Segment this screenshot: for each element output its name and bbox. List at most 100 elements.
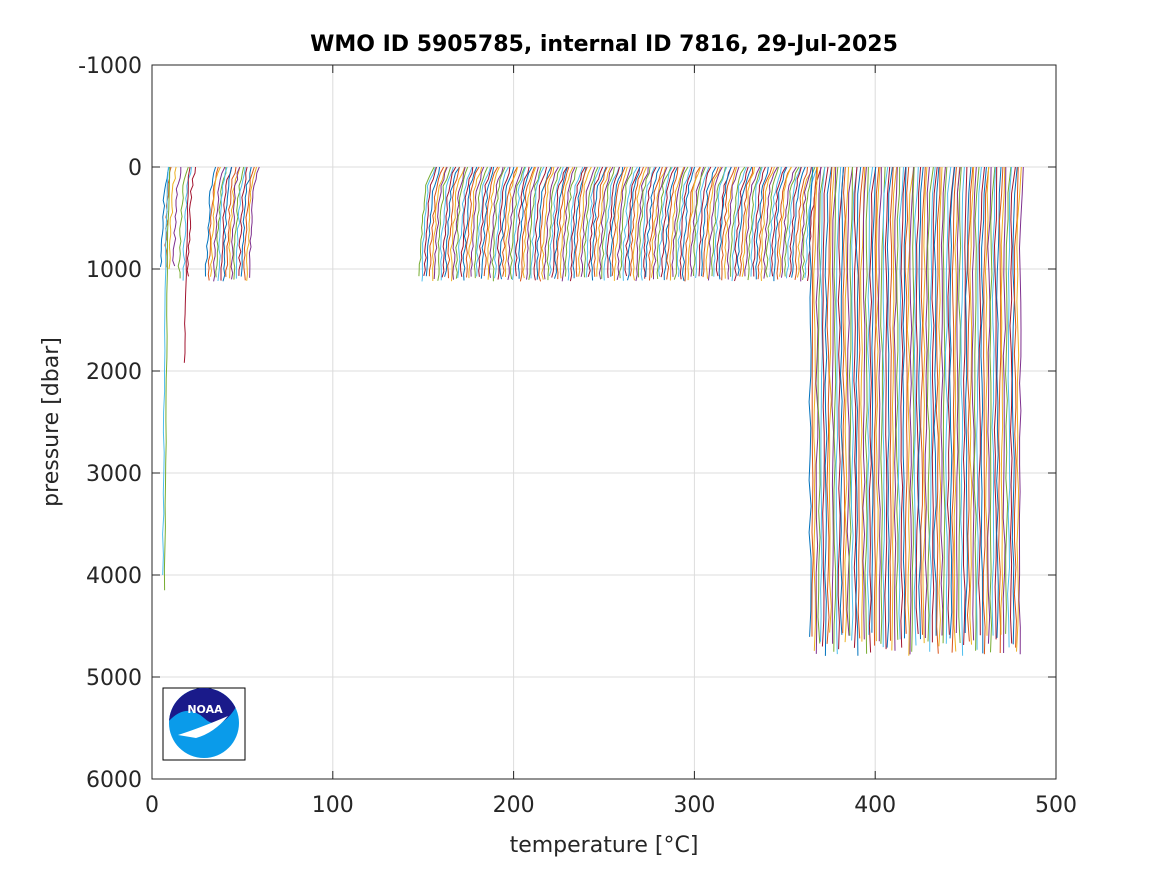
profile-line <box>421 166 436 282</box>
profile-line <box>578 166 592 277</box>
profile-line <box>842 166 846 634</box>
profile-line <box>210 166 221 277</box>
profile-line <box>1018 166 1024 655</box>
profile-line <box>230 166 241 280</box>
profile-line <box>225 166 237 277</box>
profile-line <box>575 166 588 277</box>
profile-line <box>437 166 452 281</box>
profile-lines <box>159 166 1024 656</box>
profile-line <box>213 166 226 282</box>
x-tick-label: 300 <box>673 793 715 818</box>
profile-line <box>755 166 769 280</box>
profile-line <box>960 166 965 656</box>
profile-line <box>837 166 844 650</box>
profile-line <box>177 166 189 279</box>
profile-line <box>788 166 802 278</box>
profile-line <box>989 166 996 653</box>
profile-line <box>501 166 518 277</box>
logo-gull <box>178 716 228 738</box>
profile-line <box>204 166 217 277</box>
profile-line <box>182 166 192 281</box>
x-tick-label: 0 <box>145 793 159 818</box>
profile-line <box>844 166 849 643</box>
profile-line <box>449 166 466 282</box>
profile-line <box>801 166 816 281</box>
profile-line <box>583 166 599 278</box>
profile-line <box>964 166 972 634</box>
profile-line <box>465 166 480 278</box>
y-tick-label: 2000 <box>86 360 142 385</box>
profile-line <box>938 166 943 647</box>
profile-line <box>873 166 880 646</box>
profile-line <box>811 166 818 637</box>
profile-line <box>528 166 542 280</box>
profile-line <box>821 166 829 647</box>
profile-line <box>478 166 493 277</box>
profile-line <box>962 166 968 646</box>
profile-line <box>676 166 692 277</box>
profile-line <box>741 166 755 277</box>
profile-line <box>969 166 975 645</box>
profile-line <box>598 166 614 280</box>
profile-line <box>747 166 762 281</box>
profile-line <box>711 166 726 277</box>
profile-line <box>470 166 485 277</box>
profile-line <box>567 166 584 281</box>
profile-line <box>689 166 705 277</box>
profile-line <box>718 166 732 280</box>
profile-line <box>996 166 1002 638</box>
profile-line <box>987 166 992 644</box>
profile-line <box>611 166 626 276</box>
profile-line <box>826 166 833 644</box>
profile-line <box>864 166 869 654</box>
profile-line <box>705 166 722 279</box>
profile-line <box>186 166 196 277</box>
profile-line <box>504 166 519 278</box>
profile-line <box>958 166 962 644</box>
profile-line <box>233 166 245 280</box>
profile-line <box>246 166 258 281</box>
profile-line <box>491 166 506 282</box>
profile-line <box>517 166 533 279</box>
profile-line <box>580 166 596 277</box>
profile-line <box>1013 166 1019 648</box>
profile-line <box>893 166 898 651</box>
profile-line <box>632 166 647 281</box>
profile-line <box>509 166 526 280</box>
profile-line <box>164 166 172 268</box>
profile-line <box>794 166 808 280</box>
profile-line <box>744 166 761 277</box>
profile-line <box>548 166 564 277</box>
x-axis-label: temperature [°C] <box>510 833 699 858</box>
profile-line <box>541 166 555 280</box>
profile-line <box>559 166 574 279</box>
profile-line <box>207 166 219 281</box>
noaa-logo: NOAA <box>162 687 246 761</box>
profile-line <box>884 166 891 650</box>
y-tick-label: 5000 <box>86 666 142 691</box>
profile-line <box>736 166 753 276</box>
profile-line <box>913 166 919 646</box>
profile-line <box>468 166 483 279</box>
profile-line <box>619 166 633 279</box>
profile-line <box>980 166 987 654</box>
y-tick-label: 3000 <box>86 462 142 487</box>
profile-line <box>924 166 930 639</box>
profile-line <box>875 166 881 642</box>
profile-line <box>966 166 974 642</box>
profile-line <box>786 166 802 279</box>
y-tick-label: 6000 <box>86 768 142 793</box>
profile-line <box>439 166 454 281</box>
profile-line <box>739 166 754 277</box>
profile-line <box>522 166 537 279</box>
profile-line <box>590 166 607 281</box>
profile-line <box>428 166 445 277</box>
profile-line <box>897 166 904 640</box>
y-tick-label: 4000 <box>86 564 142 589</box>
profile-line <box>561 166 576 282</box>
profile-line <box>480 166 495 279</box>
profile-line <box>459 166 474 277</box>
profile-line <box>707 166 723 281</box>
profile-line <box>949 166 956 639</box>
